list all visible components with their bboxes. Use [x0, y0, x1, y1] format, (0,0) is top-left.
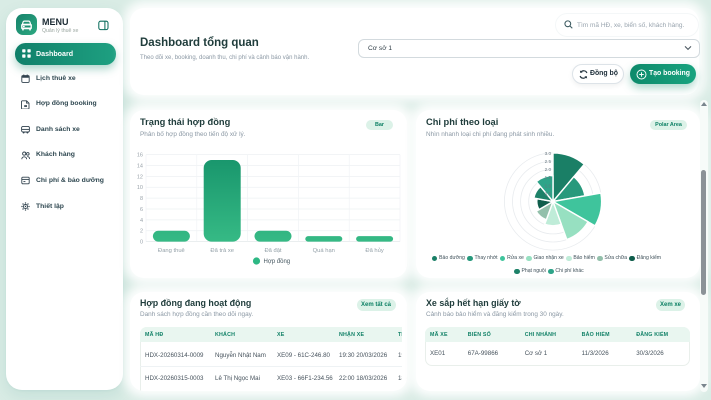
svg-text:4: 4 — [140, 218, 143, 224]
svg-text:14: 14 — [137, 163, 143, 169]
svg-text:Đang thuê: Đang thuê — [158, 248, 185, 254]
svg-text:1.5: 1.5 — [545, 175, 552, 180]
svg-text:Đã hủy: Đã hủy — [365, 247, 383, 254]
svg-text:12: 12 — [137, 174, 143, 180]
svg-text:0.5: 0.5 — [545, 191, 552, 196]
svg-text:0: 0 — [140, 240, 143, 246]
svg-text:Hợp đồng: Hợp đồng — [264, 259, 291, 265]
svg-text:16: 16 — [137, 153, 143, 159]
svg-text:Đã đặt: Đã đặt — [264, 248, 281, 254]
svg-text:2.5: 2.5 — [545, 159, 552, 164]
svg-text:Đã trả xe: Đã trả xe — [210, 248, 234, 254]
svg-text:10: 10 — [137, 185, 143, 191]
svg-text:2: 2 — [140, 229, 143, 235]
svg-text:8: 8 — [140, 196, 143, 202]
svg-text:Quá hạn: Quá hạn — [313, 248, 335, 254]
svg-text:1.0: 1.0 — [545, 183, 552, 188]
svg-text:2.0: 2.0 — [545, 167, 552, 172]
svg-text:6: 6 — [140, 207, 143, 213]
svg-text:3.0: 3.0 — [545, 151, 552, 156]
